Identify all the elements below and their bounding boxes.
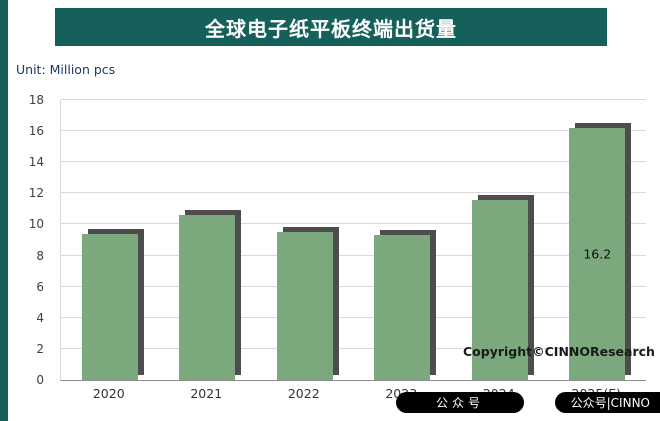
gridline-10 [61, 223, 646, 225]
left-accent-strip [0, 0, 8, 421]
bars-container: 16.2 [61, 100, 646, 380]
bar-2022 [276, 232, 333, 380]
y-tick-label-10: 10 [28, 217, 44, 232]
bar-slot-2020 [61, 100, 159, 380]
gridline-8 [61, 254, 646, 256]
y-tick-label-18: 18 [28, 93, 44, 107]
bar-slot-2024 [451, 100, 549, 380]
gridline-16 [61, 130, 646, 132]
y-tick-label-12: 12 [28, 186, 44, 201]
plot-area: 16.2 [60, 99, 646, 381]
bar-slot-2021 [159, 100, 257, 380]
chart-title: 全球电子纸平板终端出货量 [205, 16, 457, 41]
x-axis-label-2022: 2022 [287, 386, 320, 401]
y-axis-tick-labels: 0 2 4 6 8 10 12 14 16 18 [0, 94, 52, 386]
bar-slot-2025(E): 16.2 [549, 100, 647, 380]
unit-label: Unit: Million pcs [16, 62, 116, 77]
gridline-2 [61, 347, 646, 349]
gridline-14 [61, 161, 646, 163]
chart-title-banner: 全球电子纸平板终端出货量 [55, 8, 607, 46]
y-tick-label-4: 4 [36, 310, 44, 325]
x-axis-label-2021: 2021 [190, 386, 223, 401]
y-tick-label-6: 6 [36, 279, 44, 294]
bar-value-label: 16.2 [583, 246, 612, 262]
bar-2020 [81, 233, 138, 380]
copyright-text: Copyright©CINNOResearch [463, 344, 655, 359]
bar-2023 [374, 235, 431, 380]
watermark-left-pill: 公众号 [396, 392, 524, 413]
bar-2025(E): 16.2 [569, 128, 626, 380]
x-axis-label-2020: 2020 [92, 386, 125, 401]
bar-slot-2023 [354, 100, 452, 380]
gridline-12 [61, 192, 646, 194]
gridline-18 [61, 99, 646, 100]
gridline-4 [61, 316, 646, 318]
bar-2021 [179, 215, 236, 380]
y-tick-label-8: 8 [36, 248, 44, 263]
y-tick-label-14: 14 [28, 155, 44, 170]
y-tick-label-16: 16 [28, 124, 44, 139]
y-tick-label-2: 2 [36, 341, 44, 356]
y-tick-label-0: 0 [36, 373, 44, 387]
gridline-6 [61, 285, 646, 287]
bar-2024 [471, 199, 528, 380]
bar-slot-2022 [256, 100, 354, 380]
watermark-right-pill: 公众号|CINNO [554, 392, 660, 413]
